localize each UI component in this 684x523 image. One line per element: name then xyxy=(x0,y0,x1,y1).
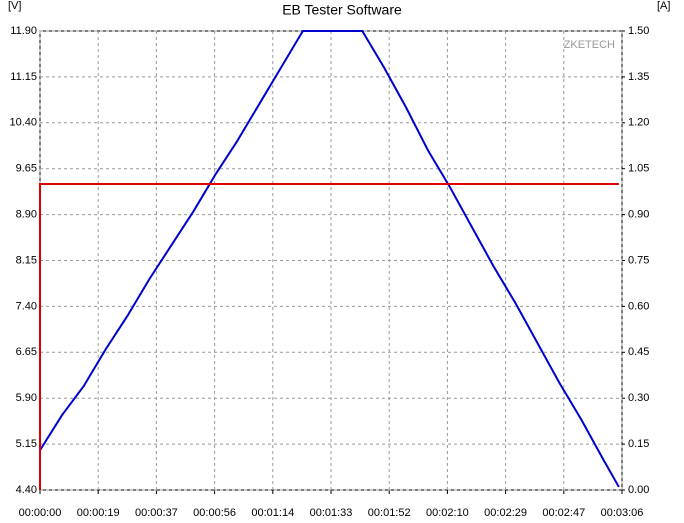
series-line xyxy=(39,30,620,488)
y2-tick-label: 1.50 xyxy=(628,25,649,37)
y-tick-label: 10.40 xyxy=(9,117,37,129)
x-tick-label: 00:02:47 xyxy=(542,507,585,519)
x-tick-label: 00:01:14 xyxy=(251,507,294,519)
y2-tick-label: 0.15 xyxy=(628,438,649,450)
y-tick-label: 9.65 xyxy=(16,163,37,175)
x-tick-label: 00:00:37 xyxy=(135,507,178,519)
y-tick-label: 8.90 xyxy=(16,209,37,221)
x-tick-label: 00:01:52 xyxy=(368,507,411,519)
y-tick-label: 6.65 xyxy=(16,346,37,358)
x-tick-label: 00:03:06 xyxy=(601,507,644,519)
y2-tick-label: 1.05 xyxy=(628,163,649,175)
y-tick-label: 11.90 xyxy=(10,25,37,37)
y2-tick-label: 0.75 xyxy=(628,254,649,266)
y-axis-label: [V] xyxy=(8,0,21,12)
x-tick-label: 00:01:33 xyxy=(310,507,353,519)
y2-tick-label: 1.20 xyxy=(628,117,649,129)
y2-tick-label: 1.35 xyxy=(628,71,649,83)
series-line xyxy=(39,183,619,490)
y2-tick-label: 0.90 xyxy=(628,209,649,221)
x-tick-label: 00:02:10 xyxy=(426,507,469,519)
y2-tick-label: 0.00 xyxy=(628,484,649,496)
x-tick-label: 00:00:56 xyxy=(193,507,236,519)
y2-tick-label: 0.45 xyxy=(628,346,649,358)
y-tick-label: 7.40 xyxy=(16,300,37,312)
y-tick-label: 11.15 xyxy=(10,71,37,83)
y2-tick-label: 0.60 xyxy=(628,300,649,312)
y2-axis-label: [A] xyxy=(657,0,670,12)
y-tick-label: 8.15 xyxy=(16,254,37,266)
y-tick-label: 5.15 xyxy=(16,438,37,450)
chart-title: EB Tester Software xyxy=(282,2,402,18)
x-tick-label: 00:00:00 xyxy=(19,507,62,519)
y2-tick-label: 0.30 xyxy=(628,392,649,404)
y-tick-label: 5.90 xyxy=(16,392,37,404)
y-tick-label: 4.40 xyxy=(16,484,37,496)
x-tick-label: 00:00:19 xyxy=(77,507,120,519)
watermark: ZKETECH xyxy=(564,39,615,51)
x-tick-label: 00:02:29 xyxy=(484,507,527,519)
